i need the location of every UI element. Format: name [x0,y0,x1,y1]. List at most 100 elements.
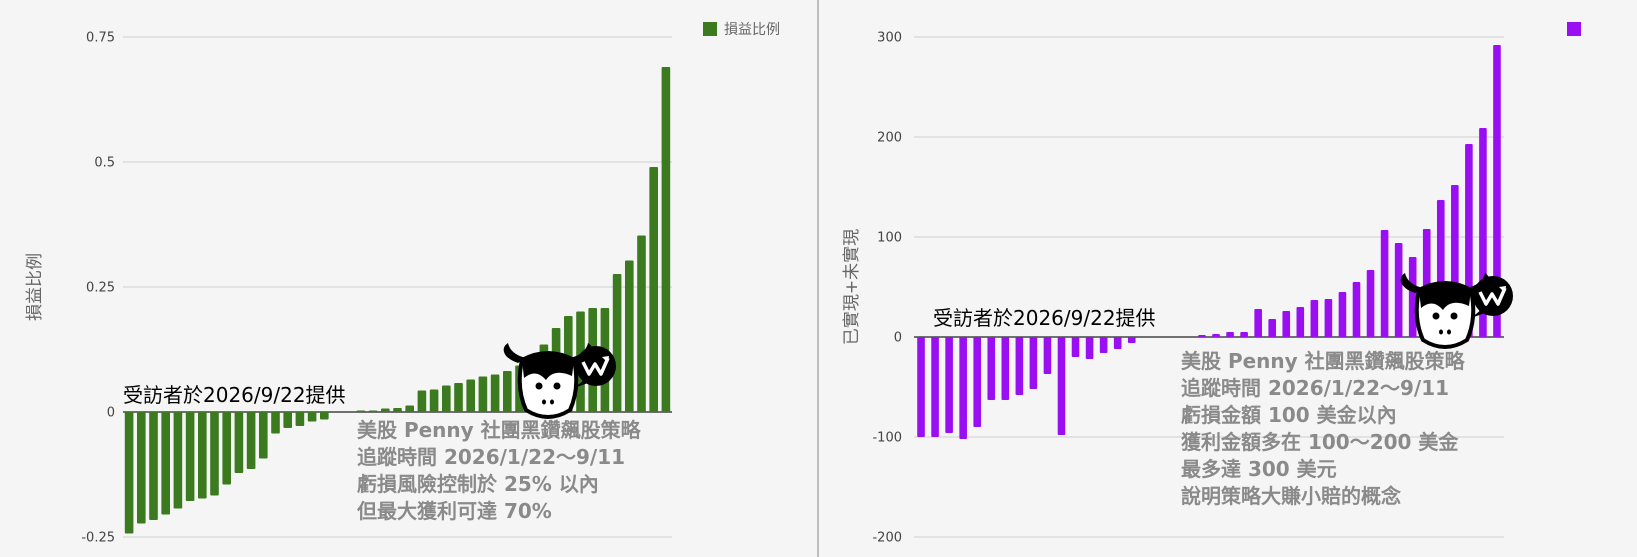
chart1-y-tick-label: 0 [107,406,115,421]
chart1-bar [356,410,366,412]
chart1-y-tick-label: 0.5 [94,156,115,171]
chart1-bar [661,67,671,412]
mascot-eye-right [1450,312,1458,320]
chart1-bar [124,412,134,534]
chart2-note-line: 獲利金額多在 100～200 美金 [1181,430,1459,454]
chart2-bar [1338,292,1347,337]
chart2-y-axis-label: 已實現+未實現 [842,229,862,345]
chart2-bar [1240,332,1248,337]
chart2-bar [973,337,982,427]
chart2-legend-swatch [1567,22,1581,36]
bubble-w-arrow [1478,287,1507,306]
chart1-note-line: 但最大獲利可達 70% [357,499,552,523]
bubble-arrow-head [602,356,609,363]
chart1-mascot-icon [503,343,616,419]
chart1-bar [198,412,207,499]
chart1-bar [234,412,244,473]
chart1-bar [612,274,622,412]
chart1-y-tick-label: -0.25 [81,531,115,546]
chart2-y-tick-label: 300 [877,31,902,46]
chart1-note-line: 美股 Penny 社團黑鑽飆股策略 [357,418,642,442]
panel-divider [817,0,819,557]
chart2-bar [1324,299,1333,337]
chart2-bar [1099,337,1108,353]
chart2-bar [1043,337,1052,374]
mascot-horn-left [1400,273,1423,293]
chart1-bar [503,371,512,412]
chart1-y-tick-label: 0.25 [86,281,115,296]
chart2-bar [1493,45,1501,337]
chart2-y-tick-label: 100 [877,231,902,246]
chart1-bar [393,408,402,412]
chart1-bar [259,412,268,459]
chart2-bar [1296,307,1305,337]
chart1-y-axis-label: 損益比例 [25,253,45,321]
chart1-note-line: 虧損風險控制於 25% 以內 [357,472,599,496]
chart2-bar [1268,319,1277,337]
mascot-eye-right [553,382,561,390]
chart2-bar [1380,230,1389,337]
chart2-bar [1226,332,1234,337]
chart2-note-line: 說明策略大賺小賠的概念 [1181,484,1401,508]
chart1-bar [490,374,500,412]
chart1-bar [417,390,427,412]
chart2-y-tick-label: -200 [872,531,902,546]
mascot-nostril-left [542,399,546,405]
mascot-nostril-right [550,399,554,405]
chart1-bar [637,235,646,412]
chart1-bar [625,260,634,412]
chart1-bar [478,376,488,412]
chart2-bar [1282,311,1291,337]
chart1-bar [137,412,146,524]
chart1-bar [271,412,280,434]
bubble-arrow-head [1499,286,1506,293]
chart1-bar [454,383,463,412]
chart2-note-line: 虧損金額 100 美金以內 [1181,403,1397,427]
realized-unrealized-chart: 300 200 100 0 -100 -200 已實現+未實現 受訪者於2026/9/22提供… [819,0,1637,557]
chart1-bar [295,412,305,426]
chart2-note-line: 美股 Penny 社團黑鑽飆股策略 [1181,349,1466,373]
chart1-bar [405,405,414,412]
chart2-note-line: 追蹤時間 2026/1/22～9/11 [1181,376,1449,400]
chart2-y-tick-label: 200 [877,131,902,146]
chart2-bar [1254,309,1262,337]
mascot-eye-left [535,382,543,390]
mascot-nostril-right [1447,329,1451,335]
chart1-bar [368,410,378,412]
bubble-tail [1471,310,1485,318]
chart1-bar [210,412,219,496]
chart1-trend-bubble-icon [574,346,616,388]
mascot-horn-left [503,343,526,363]
chart2-bar [1366,270,1375,337]
chart2-bar [945,337,953,433]
chart2-bar [1198,335,1206,337]
chart2-bar [987,337,996,400]
chart1-bar [649,167,658,412]
chart2-bar [1394,243,1403,337]
chart2-bar [959,337,967,439]
chart2-bar [1310,300,1319,337]
bubble-tail [574,380,588,388]
chart2-provider-note: 受訪者於2026/9/22提供 [933,306,1156,330]
chart2-note-line: 最多達 300 美元 [1181,457,1337,481]
chart1-bar [320,412,329,420]
chart2-bar [1071,337,1080,357]
chart1-bar [149,412,158,520]
chart2-bar [1212,334,1220,337]
chart1-bar [429,389,439,412]
chart2-bar [1057,337,1066,435]
chart1-legend-swatch [703,22,717,36]
chart2-bar [1085,337,1094,359]
bubble-w-arrow [581,357,610,376]
mascot-hair [522,353,574,380]
chart1-background [0,0,818,557]
chart2-bar [1127,337,1136,343]
chart1-bar [442,385,451,412]
chart2-bar [1408,257,1417,337]
chart1-bar [283,412,292,428]
chart2-bar [917,337,925,437]
chart1-bar [222,412,231,485]
chart2-bar [1352,282,1361,337]
chart1-bar [185,412,195,501]
